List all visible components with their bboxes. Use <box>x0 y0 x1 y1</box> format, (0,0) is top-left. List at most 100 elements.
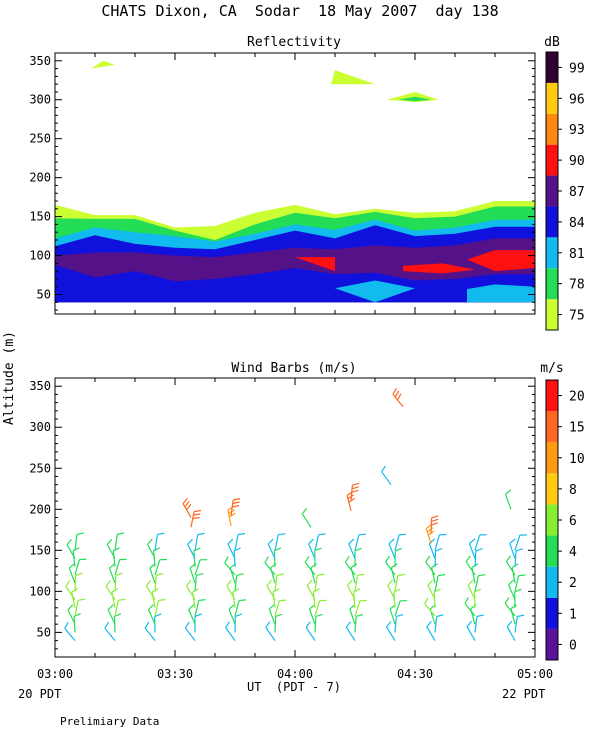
colorbar-swatch <box>546 206 558 238</box>
wind-barb <box>305 621 316 641</box>
colorbar-tick-label: 99 <box>569 61 585 76</box>
wind-barb <box>468 538 476 559</box>
wind-colorbar-label: m/s <box>540 361 563 376</box>
wind-barb <box>354 547 362 567</box>
wind-barb <box>345 621 356 641</box>
wind-barb <box>385 621 396 641</box>
y-tick-label: 350 <box>29 379 51 393</box>
colorbar-swatch <box>546 411 558 443</box>
wind-barb <box>228 604 236 625</box>
colorbar-swatch <box>546 237 558 269</box>
wind-barb <box>354 599 367 617</box>
wind-barb <box>265 621 276 641</box>
wind-barb <box>114 572 123 592</box>
y-tick-label: 300 <box>29 93 51 107</box>
figure-title: CHATS Dixon, CA Sodar 18 May 2007 day 13… <box>101 2 498 20</box>
wind-barb <box>107 604 116 625</box>
colorbar-swatch <box>546 566 558 598</box>
wind-barb <box>194 532 205 551</box>
reflectivity-patch-90db <box>467 250 535 272</box>
wind-barb <box>394 614 404 633</box>
colorbar-tick-label: 6 <box>569 514 577 529</box>
wind-barb <box>266 579 276 600</box>
wind-barb <box>308 604 316 625</box>
x-tick-label: 04:00 <box>277 667 313 681</box>
wind-barb <box>114 558 127 576</box>
colorbar-tick-label: 84 <box>569 216 585 231</box>
wind-barb <box>267 538 276 559</box>
wind-barb <box>64 621 76 641</box>
wind-barb <box>147 604 156 625</box>
colorbar-swatch <box>546 535 558 567</box>
x-tick-label: 03:30 <box>157 667 193 681</box>
colorbar-tick-label: 2 <box>569 576 577 591</box>
altitude-axis-label: Altitude (m) <box>2 331 17 425</box>
colorbar-tick-label: 90 <box>569 154 585 169</box>
reflectivity-fill <box>55 60 535 303</box>
colorbar-tick-label: 0 <box>569 638 577 653</box>
wind-barb <box>264 556 276 576</box>
wind-barb <box>193 547 201 567</box>
wind-barb <box>434 533 447 551</box>
colorbar-tick-label: 75 <box>569 309 585 324</box>
wind-barb <box>346 579 356 600</box>
y-tick-label: 350 <box>29 54 51 68</box>
wind-barb <box>354 533 366 551</box>
wind-barb <box>104 621 116 641</box>
reflectivity-patch-81db <box>335 280 415 303</box>
wind-barb <box>473 588 482 608</box>
reflectivity-panel: Reflectivity 50 100 150 200 250 300 350 75 78 81… <box>29 35 585 331</box>
wind-barb <box>394 533 407 551</box>
wind-barb <box>514 574 526 592</box>
reflectivity-patch-90db <box>295 257 335 272</box>
wind-barb <box>154 572 163 592</box>
y-tick-label: 150 <box>29 210 51 224</box>
wind-barb <box>474 574 486 592</box>
colorbar-tick-label: 78 <box>569 278 585 293</box>
wind-barb <box>314 599 327 617</box>
wind-barb <box>224 556 236 576</box>
wind-barb <box>105 580 116 600</box>
wind-barb <box>185 580 196 600</box>
wind-barb <box>430 515 439 534</box>
wind-barb <box>112 547 120 567</box>
colorbar-tick-label: 4 <box>569 545 577 560</box>
wind-barb <box>314 613 323 633</box>
y-tick-label: 100 <box>29 584 51 598</box>
wind-barb <box>314 573 325 592</box>
y-tick-label: 50 <box>37 288 51 302</box>
wind-barb <box>68 563 76 584</box>
wind-barb <box>424 597 436 617</box>
wind-barb <box>194 573 204 592</box>
wind-barb <box>474 548 483 567</box>
wind-barb <box>232 588 240 608</box>
wind-barb <box>509 538 516 559</box>
wind-barbs-panel: Wind Barbs (m/s) 5010015020025030035003:… <box>29 361 584 681</box>
wind-barb <box>354 613 363 633</box>
wind-barb <box>234 613 243 633</box>
wind-barb <box>385 555 396 576</box>
wind-colorbar: 0 1 2 4 6 8 10 15 20 <box>545 379 585 661</box>
x-tick-label: 03:00 <box>37 667 73 681</box>
wind-barb <box>272 588 280 608</box>
wind-barb <box>514 614 525 633</box>
wind-barb <box>504 489 512 510</box>
wind-barb <box>268 604 276 625</box>
wind-barb <box>187 538 196 559</box>
wind-barb <box>194 613 202 633</box>
wind-barb <box>506 620 516 641</box>
wind-barb <box>188 604 196 625</box>
wind-barb <box>234 599 247 617</box>
wind-barb <box>144 621 156 641</box>
wind-barb <box>194 599 206 617</box>
y-tick-label: 150 <box>29 543 51 557</box>
wind-barb <box>301 507 312 528</box>
wind-barb <box>184 621 196 641</box>
colorbar-tick-label: 96 <box>569 92 585 107</box>
wind-barb <box>392 387 404 408</box>
colorbar-tick-label: 81 <box>569 247 585 262</box>
wind-barb <box>154 558 167 576</box>
wind-barb <box>227 538 236 559</box>
wind-barb <box>153 547 161 567</box>
